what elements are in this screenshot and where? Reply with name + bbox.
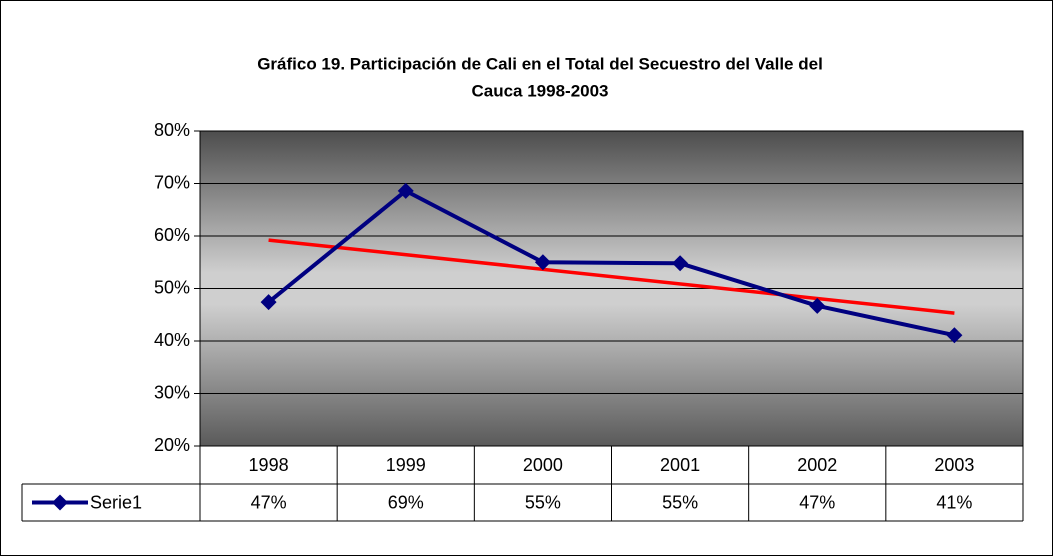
x-tick-label: 2001 bbox=[660, 455, 700, 475]
marker bbox=[534, 254, 551, 271]
y-tick-label: 70% bbox=[154, 172, 190, 192]
marker bbox=[397, 182, 414, 199]
data-label: 41% bbox=[936, 492, 972, 512]
x-tick-label: 2003 bbox=[934, 455, 974, 475]
x-tick-label: 2002 bbox=[797, 455, 837, 475]
legend-marker bbox=[52, 494, 68, 511]
x-tick-label: 1998 bbox=[249, 455, 289, 475]
y-tick-label: 30% bbox=[154, 382, 190, 402]
data-label: 69% bbox=[388, 492, 424, 512]
x-tick-label: 1999 bbox=[386, 455, 426, 475]
y-tick-label: 80% bbox=[154, 120, 190, 140]
marker bbox=[672, 255, 689, 272]
data-label: 55% bbox=[662, 492, 698, 512]
y-tick-label: 20% bbox=[154, 435, 190, 455]
series-line bbox=[267, 188, 955, 338]
y-tick-label: 40% bbox=[154, 330, 190, 350]
trendline bbox=[268, 238, 955, 315]
chart-title: Gráfico 19. Participación de Cali en el … bbox=[257, 54, 823, 73]
data-label: 55% bbox=[525, 492, 561, 512]
y-tick-label: 60% bbox=[154, 225, 190, 245]
data-label: 47% bbox=[251, 492, 287, 512]
marker bbox=[260, 294, 277, 311]
marker bbox=[946, 327, 963, 344]
y-tick-label: 50% bbox=[154, 277, 190, 297]
chart-title: Cauca 1998-2003 bbox=[471, 81, 608, 100]
x-tick-label: 2000 bbox=[523, 455, 563, 475]
legend-label: Serie1 bbox=[90, 492, 142, 512]
marker bbox=[809, 297, 826, 314]
data-label: 47% bbox=[799, 492, 835, 512]
